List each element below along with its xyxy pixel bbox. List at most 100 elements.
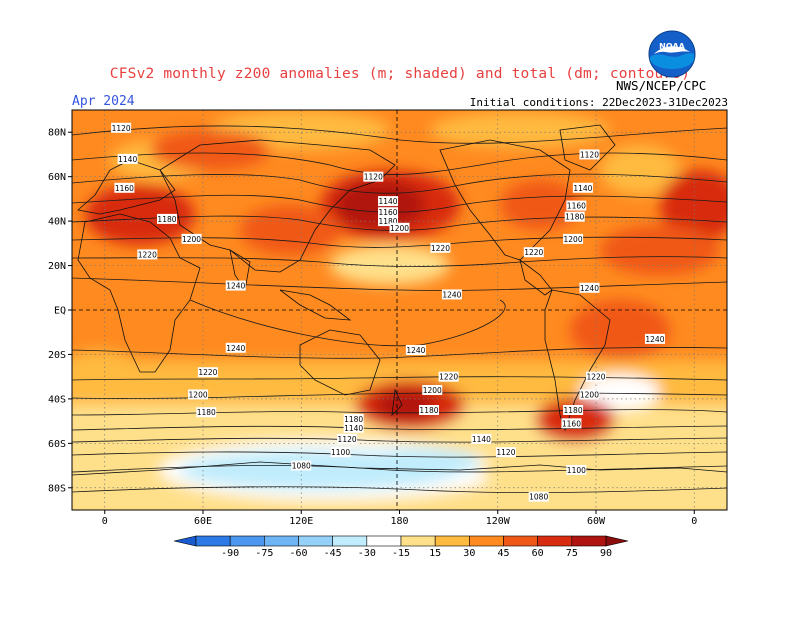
contour-label: 1220	[586, 371, 606, 382]
colorbar-label: -60	[289, 548, 307, 559]
contour-label: 1180	[156, 213, 177, 224]
lat-tick-label: 80N	[48, 128, 66, 139]
contour-label: 1200	[579, 389, 600, 400]
agency-label: NWS/NCEP/CPC	[616, 78, 707, 93]
contour-label: 1140	[471, 433, 492, 444]
colorbar-label: -90	[221, 548, 239, 559]
colorbar: -90 -75 -60 -45 -30 -15 15 30 45 60 75 90	[173, 535, 629, 559]
contour-label: 1200	[422, 385, 443, 395]
contour-label: 1220	[438, 371, 459, 382]
colorbar-swatch	[537, 535, 573, 547]
svg-text:1120: 1120	[580, 150, 599, 159]
contour-label: 1120	[111, 122, 132, 133]
svg-text:1180: 1180	[344, 415, 363, 424]
lat-tick-label: 20N	[48, 261, 66, 272]
colorbar-label: -15	[392, 548, 410, 559]
contour-label: 1220	[137, 249, 158, 260]
latitude-axis: 80N 60N 40N 20N EQ 20S 40S 60S 80S	[48, 128, 72, 494]
lat-tick-label: 40S	[48, 394, 66, 405]
svg-text:1220: 1220	[439, 373, 458, 382]
svg-text:1240: 1240	[226, 344, 245, 353]
contour-label: 1100	[566, 465, 587, 475]
lon-tick-label: 120E	[289, 516, 313, 527]
lon-tick-label: 60E	[194, 516, 212, 527]
contour-label: 1160	[566, 200, 587, 211]
colorbar-swatch	[434, 535, 470, 547]
colorbar-swatch	[229, 535, 265, 547]
colorbar-swatch	[503, 535, 538, 547]
svg-text:1220: 1220	[524, 248, 543, 257]
svg-text:1140: 1140	[118, 155, 137, 164]
svg-text:1240: 1240	[226, 282, 245, 291]
contour-label: 1180	[378, 216, 399, 227]
contour-label: 1080	[291, 460, 312, 471]
contour-label: 1100	[330, 447, 351, 458]
svg-text:1200: 1200	[564, 235, 583, 244]
contour-label: 1120	[337, 433, 358, 444]
lat-tick-label: 60N	[48, 172, 66, 183]
contour-label: 1180	[343, 413, 364, 424]
contour-label: 1140	[572, 182, 593, 193]
initial-conditions: Initial conditions: 22Dec2023-31Dec2023	[469, 96, 728, 109]
svg-text:1220: 1220	[431, 244, 450, 253]
anomaly-field: 1120114011601180120012201240112011401160…	[72, 110, 727, 510]
map-title: CFSv2 monthly z200 anomalies (m; shaded)…	[109, 66, 691, 82]
svg-text:1120: 1120	[112, 124, 131, 133]
forecast-month: Apr 2024	[72, 94, 135, 109]
colorbar-label: 60	[532, 548, 544, 559]
colorbar-label: 45	[497, 548, 509, 559]
svg-text:1200: 1200	[182, 235, 201, 244]
svg-text:1200: 1200	[423, 386, 442, 395]
contour-label: 1240	[225, 280, 246, 291]
contour-label: 1200	[181, 233, 202, 244]
lon-tick-label: 0	[691, 516, 697, 527]
svg-text:1100: 1100	[567, 466, 586, 475]
contour-label: 1240	[579, 282, 600, 293]
contour-label: 1240	[225, 342, 246, 353]
contour-label: 1180	[418, 405, 439, 415]
svg-text:1080: 1080	[529, 493, 548, 502]
lon-tick-label: 180	[390, 516, 408, 527]
svg-text:1200: 1200	[580, 390, 599, 399]
svg-text:1140: 1140	[344, 424, 363, 433]
contour-label: 1140	[117, 153, 138, 164]
svg-text:1080: 1080	[292, 462, 311, 471]
colorbar-swatch	[332, 535, 368, 547]
colorbar-swatch	[264, 535, 299, 547]
svg-text:1240: 1240	[580, 284, 599, 293]
svg-text:1240: 1240	[442, 290, 461, 299]
contour-label: 1120	[363, 171, 384, 182]
contour-label: 1140	[378, 196, 399, 207]
svg-text:1140: 1140	[472, 435, 491, 444]
lon-tick-label: 60W	[587, 516, 606, 527]
contour-label: 1240	[405, 345, 426, 355]
colorbar-label: 30	[463, 548, 475, 559]
colorbar-label: -45	[324, 548, 342, 559]
contour-label: 1180	[564, 211, 585, 222]
svg-text:1180: 1180	[157, 215, 176, 224]
contour-label: 1200	[563, 233, 584, 244]
colorbar-label: 75	[566, 548, 578, 559]
contour-label: 1120	[579, 149, 600, 160]
svg-text:1160: 1160	[378, 208, 397, 217]
svg-text:1140: 1140	[573, 184, 592, 193]
colorbar-label: 90	[600, 548, 612, 559]
lon-tick-label: 0	[102, 516, 108, 527]
colorbar-swatch	[195, 535, 231, 547]
colorbar-label: -30	[358, 548, 376, 559]
contour-label: 1080	[528, 491, 549, 502]
svg-text:1180: 1180	[564, 406, 583, 415]
svg-text:NOAA: NOAA	[659, 42, 685, 51]
contour-label: 1160	[114, 182, 135, 193]
contour-label: 1220	[430, 242, 451, 253]
contour-label: 1120	[495, 447, 516, 458]
colorbar-swatch	[366, 535, 402, 547]
contour-label: 1200	[188, 389, 209, 400]
svg-text:1220: 1220	[198, 368, 217, 377]
colorbar-high-arrow	[605, 535, 629, 547]
svg-text:1140: 1140	[378, 197, 397, 206]
svg-text:1100: 1100	[331, 448, 350, 457]
contour-label: 1160	[378, 207, 399, 218]
svg-text:1200: 1200	[189, 390, 208, 399]
